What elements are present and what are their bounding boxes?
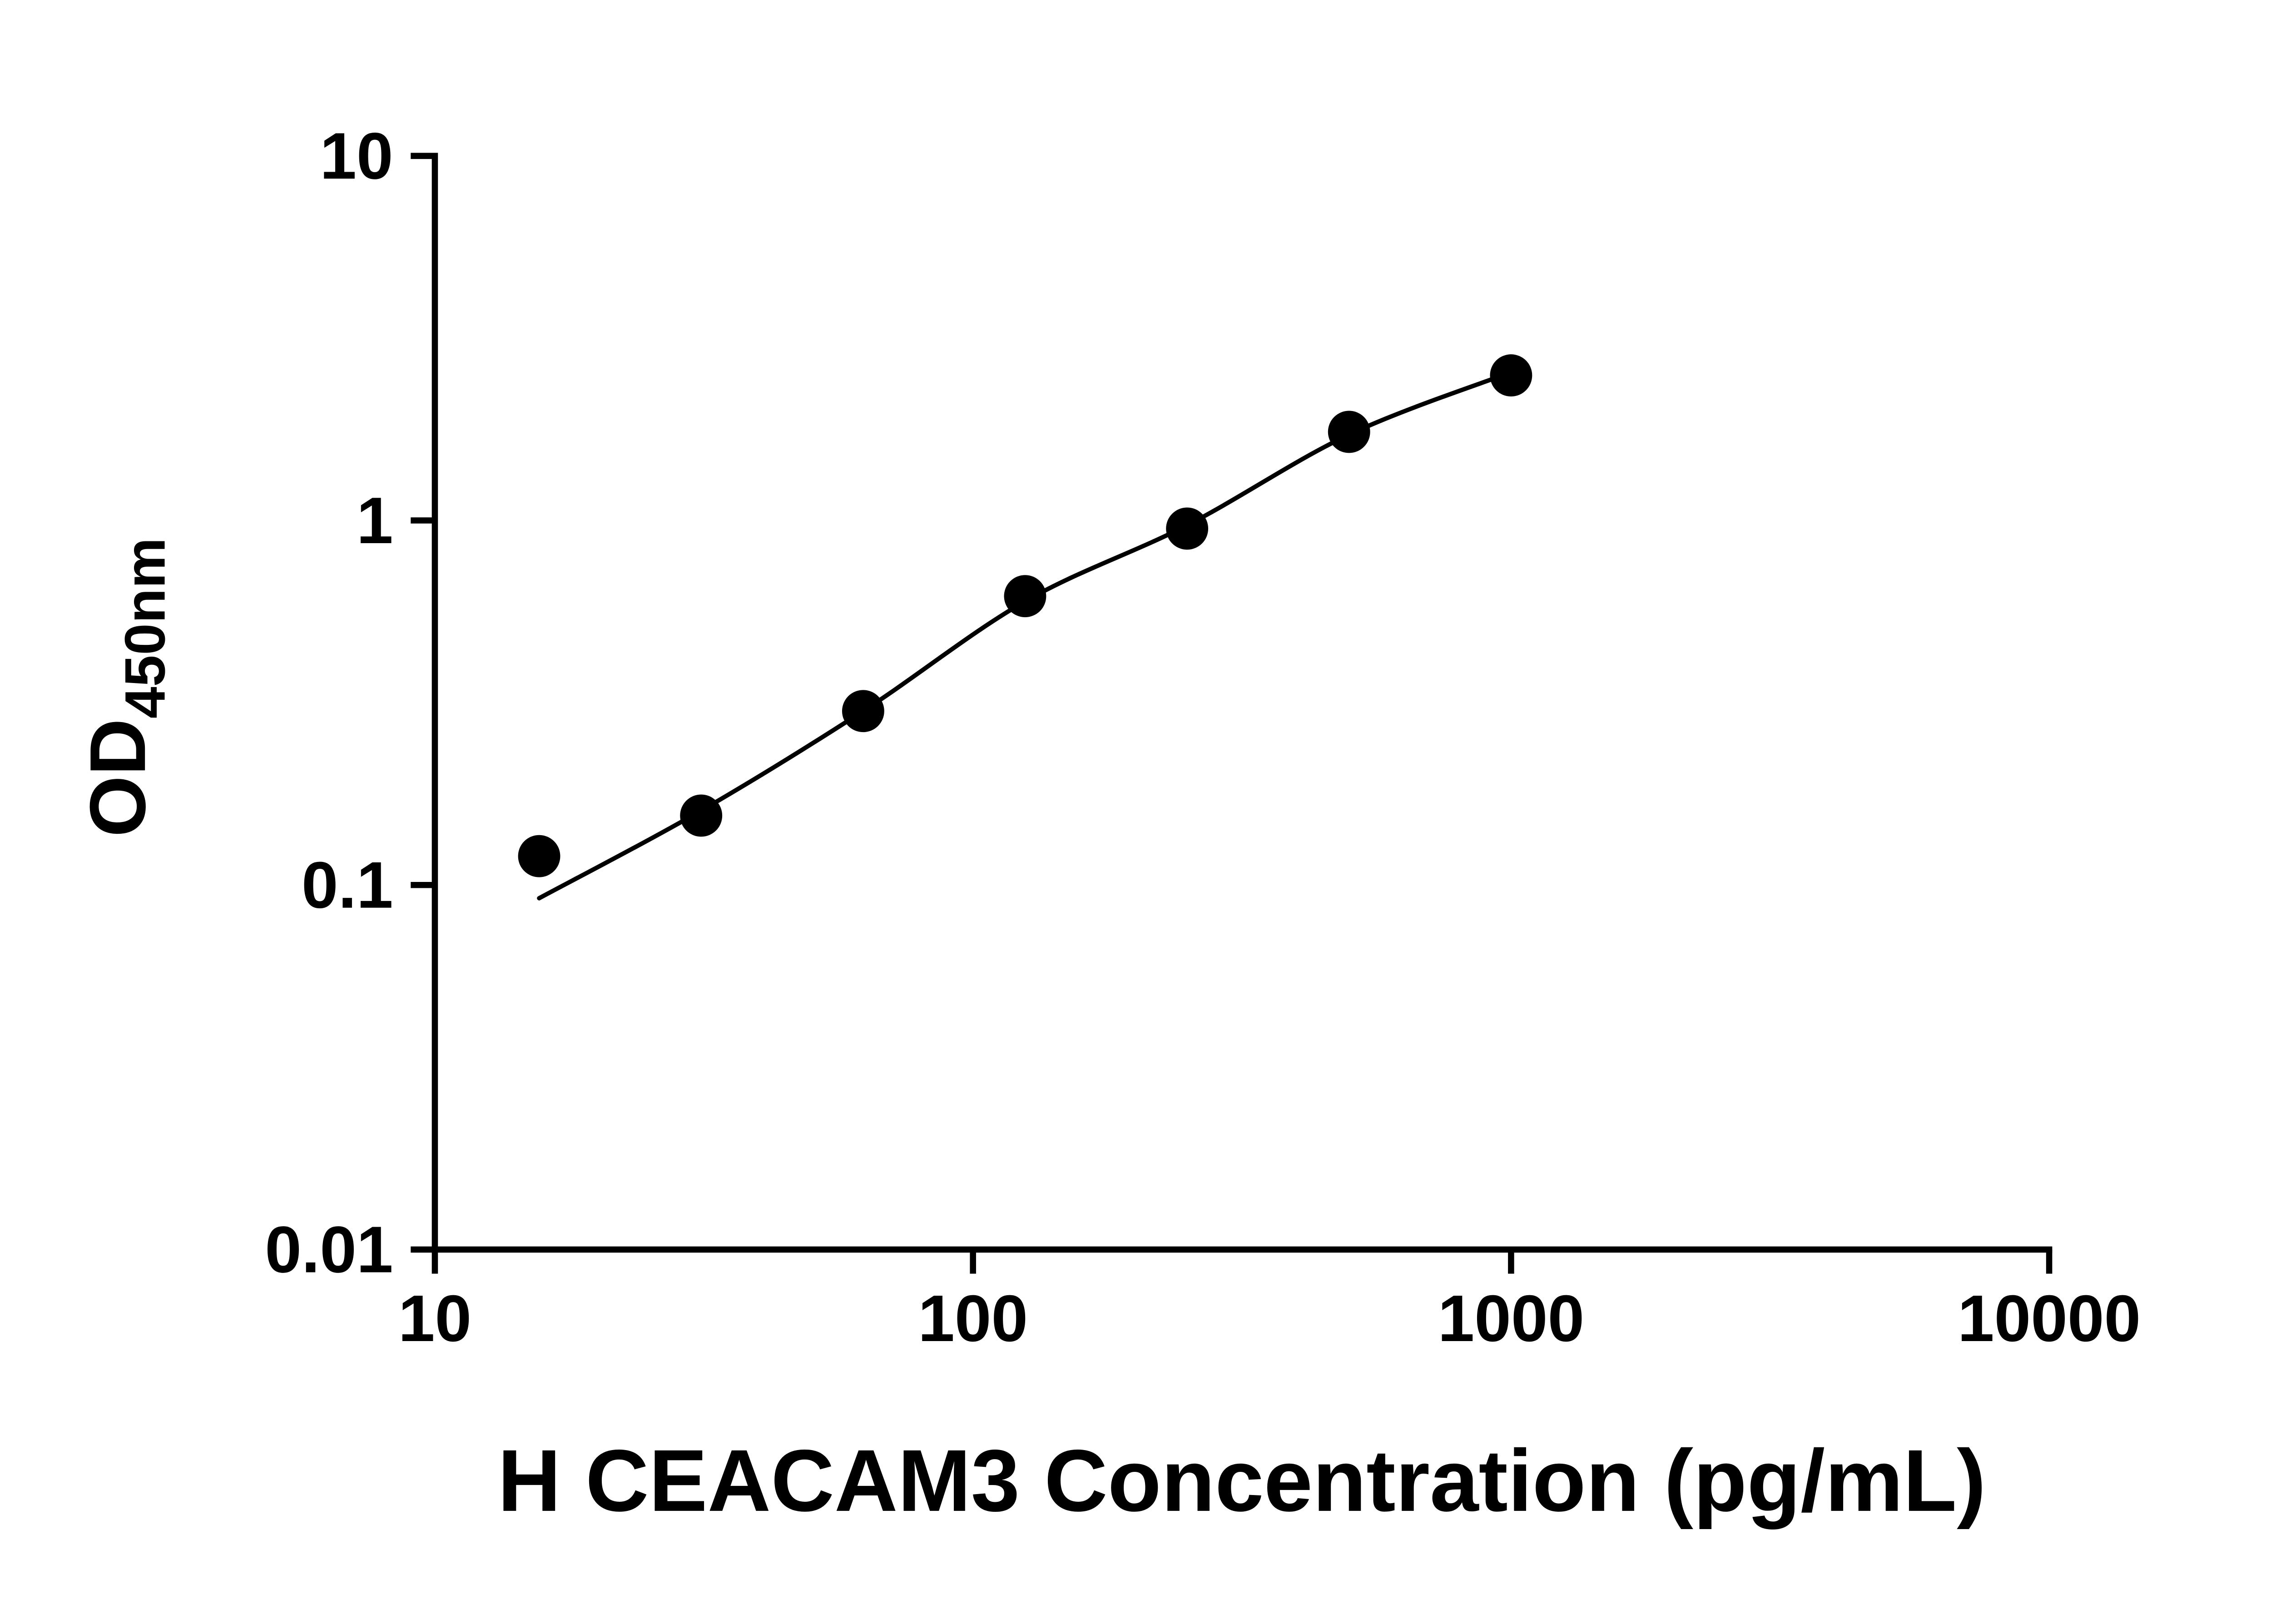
y-tick-label: 1 — [357, 484, 393, 557]
x-axis-title: H CEACAM3 Concentration (pg/mL) — [498, 1431, 1986, 1530]
y-axis-title-sub: 450nm — [113, 538, 177, 718]
data-layer — [518, 354, 1532, 901]
data-point — [1328, 411, 1370, 453]
x-tick-label: 10 — [398, 1282, 471, 1355]
y-tick-label: 0.1 — [302, 848, 393, 922]
x-tick-label: 1000 — [1438, 1282, 1585, 1355]
data-point — [842, 690, 884, 733]
y-tick-label: 10 — [320, 119, 393, 193]
y-axis-title-main: OD — [73, 718, 162, 837]
axes-frame — [431, 153, 2053, 1253]
data-point — [1490, 354, 1532, 397]
data-point — [680, 794, 723, 837]
chart-canvas: 0.01 0.1 1 10 10 100 1000 10000 H CEACAM3 Conce… — [73, 119, 2141, 1530]
y-tick-label: 0.01 — [265, 1213, 393, 1286]
data-point — [518, 835, 560, 877]
x-tick-label: 10000 — [1958, 1282, 2141, 1355]
y-axis-title: OD450nm — [73, 538, 177, 837]
x-tick-label: 100 — [918, 1282, 1028, 1355]
data-point — [1004, 575, 1046, 618]
axes-layer: 0.01 0.1 1 10 10 100 1000 10000 — [265, 119, 2141, 1355]
data-point — [1166, 507, 1209, 550]
